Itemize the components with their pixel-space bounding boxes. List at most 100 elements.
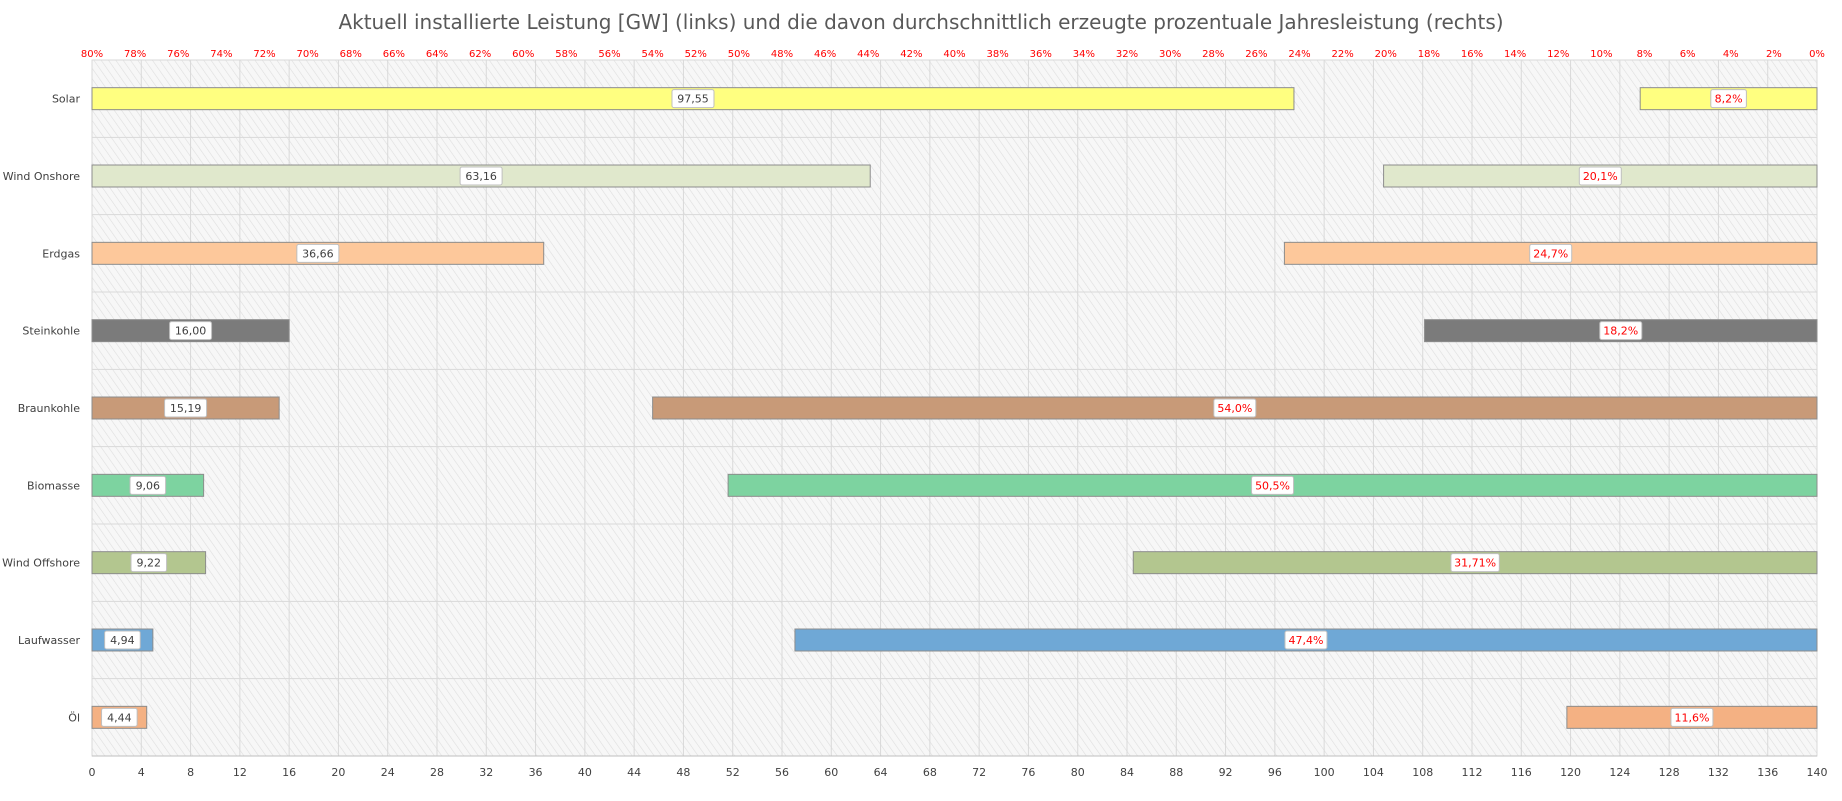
x-top-tick-label: 20% — [1375, 49, 1397, 60]
data-label-gw-box — [296, 243, 340, 263]
x-top-tick-label: 66% — [383, 49, 405, 60]
x-bottom-tick-label: 100 — [1314, 766, 1335, 779]
category-label: Laufwasser — [18, 634, 80, 647]
x-bottom-tick-label: 44 — [627, 766, 641, 779]
x-bottom-tick-label: 24 — [381, 766, 395, 779]
x-bottom-tick-label: 28 — [430, 766, 444, 779]
x-top-tick-label: 2% — [1766, 49, 1782, 60]
x-top-tick-label: 40% — [943, 49, 965, 60]
data-label-gw-box — [459, 166, 503, 186]
data-label-percent: 47,4% — [1288, 634, 1323, 647]
x-top-tick-label: 56% — [598, 49, 620, 60]
x-top-tick-label: 50% — [728, 49, 750, 60]
data-label-gw-box — [130, 553, 168, 573]
x-top-tick-label: 10% — [1590, 49, 1612, 60]
data-label-gw: 15,19 — [170, 402, 202, 415]
category-label: Steinkohle — [22, 325, 80, 338]
x-top-tick-label: 44% — [857, 49, 879, 60]
x-top-tick-label: 76% — [167, 49, 189, 60]
x-bottom-tick-label: 40 — [578, 766, 592, 779]
x-top-tick-label: 48% — [771, 49, 793, 60]
x-top-tick-label: 46% — [814, 49, 836, 60]
data-label-percent-box — [1710, 89, 1747, 109]
data-label-percent-box — [1670, 707, 1714, 727]
x-bottom-tick-label: 140 — [1807, 766, 1828, 779]
x-top-tick-label: 24% — [1288, 49, 1310, 60]
data-label-percent: 50,5% — [1255, 479, 1290, 492]
data-label-gw: 97,55 — [677, 93, 709, 106]
x-bottom-tick-label: 64 — [874, 766, 888, 779]
x-top-tick-label: 6% — [1680, 49, 1696, 60]
x-top-tick-label: 78% — [124, 49, 146, 60]
x-top-tick-label: 8% — [1637, 49, 1653, 60]
x-bottom-tick-label: 136 — [1757, 766, 1778, 779]
x-bottom-tick-label: 76 — [1021, 766, 1035, 779]
data-label-percent-box — [1599, 321, 1643, 341]
x-bottom-tick-label: 48 — [676, 766, 690, 779]
x-top-tick-label: 64% — [426, 49, 448, 60]
data-label-gw-box — [129, 475, 167, 495]
data-label-gw: 4,44 — [107, 711, 132, 724]
x-bottom-tick-label: 96 — [1268, 766, 1282, 779]
x-bottom-tick-label: 104 — [1363, 766, 1384, 779]
data-label-gw: 16,00 — [175, 325, 207, 338]
x-top-tick-label: 42% — [900, 49, 922, 60]
x-top-tick-label: 70% — [297, 49, 319, 60]
data-label-gw-box — [671, 89, 715, 109]
data-label-gw-box — [104, 630, 141, 650]
x-bottom-tick-label: 52 — [726, 766, 740, 779]
data-label-percent-box — [1529, 243, 1573, 263]
x-bottom-tick-label: 56 — [775, 766, 789, 779]
data-label-percent: 11,6% — [1674, 711, 1709, 724]
x-top-tick-label: 38% — [987, 49, 1009, 60]
category-label: Braunkohle — [18, 402, 80, 415]
x-top-tick-label: 12% — [1547, 49, 1569, 60]
category-label: Wind Onshore — [3, 170, 80, 183]
category-label: Wind Offshore — [2, 557, 80, 570]
category-label: Solar — [52, 93, 81, 106]
x-bottom-tick-label: 80 — [1071, 766, 1085, 779]
x-bottom-tick-label: 132 — [1708, 766, 1729, 779]
data-label-percent-box — [1213, 398, 1257, 418]
data-label-percent: 54,0% — [1217, 402, 1252, 415]
x-bottom-tick-label: 112 — [1462, 766, 1483, 779]
data-label-percent-box — [1251, 475, 1295, 495]
x-top-tick-label: 62% — [469, 49, 491, 60]
x-bottom-tick-label: 0 — [89, 766, 96, 779]
x-bottom-tick-label: 16 — [282, 766, 296, 779]
x-bottom-tick-label: 124 — [1609, 766, 1630, 779]
x-bottom-tick-label: 92 — [1219, 766, 1233, 779]
x-top-tick-label: 28% — [1202, 49, 1224, 60]
x-bottom-tick-label: 68 — [923, 766, 937, 779]
x-top-tick-label: 72% — [253, 49, 275, 60]
x-bottom-tick-label: 60 — [824, 766, 838, 779]
data-label-percent-box — [1578, 166, 1622, 186]
data-label-percent: 8,2% — [1715, 93, 1743, 106]
data-label-percent-box — [1450, 553, 1500, 573]
x-top-tick-label: 54% — [642, 49, 664, 60]
x-bottom-tick-label: 84 — [1120, 766, 1134, 779]
data-label-percent: 24,7% — [1533, 247, 1568, 260]
x-bottom-tick-label: 20 — [331, 766, 345, 779]
x-top-tick-label: 0% — [1809, 49, 1825, 60]
x-bottom-tick-label: 88 — [1169, 766, 1183, 779]
category-label: Öl — [68, 711, 80, 724]
x-bottom-tick-label: 12 — [233, 766, 247, 779]
data-label-gw-box — [164, 398, 208, 418]
x-bottom-tick-label: 128 — [1659, 766, 1680, 779]
data-label-percent-box — [1284, 630, 1328, 650]
data-label-percent: 20,1% — [1583, 170, 1618, 183]
category-label: Erdgas — [42, 247, 80, 260]
data-label-gw: 63,16 — [465, 170, 497, 183]
data-label-gw-box — [101, 707, 138, 727]
x-top-tick-label: 22% — [1332, 49, 1354, 60]
x-bottom-tick-label: 8 — [187, 766, 194, 779]
x-top-tick-label: 26% — [1245, 49, 1267, 60]
data-label-gw: 9,22 — [137, 557, 162, 570]
x-top-tick-label: 74% — [210, 49, 232, 60]
x-top-tick-label: 14% — [1504, 49, 1526, 60]
category-label: Biomasse — [27, 479, 80, 492]
data-label-gw: 36,66 — [302, 247, 334, 260]
